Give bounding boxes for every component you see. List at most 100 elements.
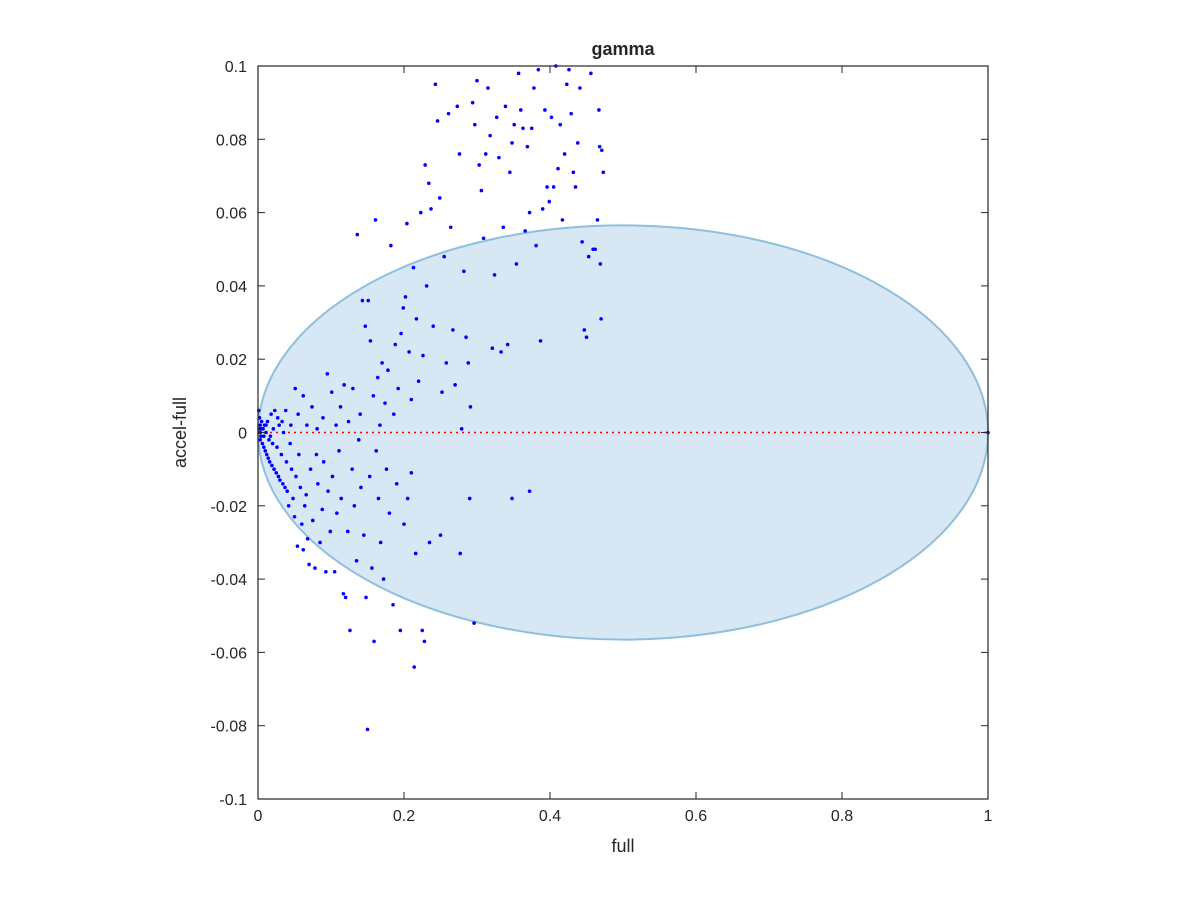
- scatter-point: [337, 449, 341, 453]
- scatter-point: [363, 324, 368, 329]
- scatter-point: [567, 67, 571, 72]
- scatter-point: [294, 474, 298, 479]
- scatter-point: [386, 368, 390, 372]
- scatter-point: [272, 408, 277, 413]
- scatter-point: [492, 273, 497, 277]
- scatter-point: [325, 372, 330, 376]
- x-axis-label: full: [611, 836, 634, 856]
- scatter-point: [479, 188, 484, 193]
- scatter-point: [420, 628, 425, 633]
- scatter-point: [326, 489, 330, 493]
- y-tick-label: 0.06: [216, 206, 247, 223]
- scatter-point: [352, 504, 357, 508]
- scatter-point: [259, 434, 263, 438]
- scatter-point: [321, 460, 326, 464]
- scatter-point: [355, 232, 360, 237]
- scatter-point: [387, 511, 392, 515]
- scatter-point: [359, 485, 363, 490]
- scatter-point: [365, 727, 370, 732]
- scatter-point: [545, 185, 549, 189]
- scatter-point: [305, 536, 310, 541]
- scatter-point: [405, 221, 409, 226]
- scatter-point: [516, 71, 521, 76]
- scatter-point: [295, 544, 300, 548]
- scatter-point: [595, 218, 600, 222]
- scatter-point: [536, 67, 541, 72]
- plot-area: [256, 64, 990, 800]
- scatter-point: [373, 218, 378, 222]
- scatter-point: [529, 126, 534, 131]
- scatter-point: [298, 485, 303, 490]
- scatter-point: [301, 394, 306, 398]
- scatter-point: [414, 317, 419, 321]
- scatter-point: [459, 427, 464, 431]
- y-tick-label: -0.02: [211, 499, 248, 516]
- scatter-point: [571, 170, 576, 175]
- scatter-point: [310, 518, 315, 523]
- scatter-point: [556, 166, 560, 171]
- scatter-point: [264, 430, 268, 435]
- scatter-point: [582, 328, 587, 332]
- scatter-point: [384, 467, 389, 471]
- scatter-point: [398, 628, 403, 633]
- scatter-point: [266, 456, 271, 460]
- x-tick-label: 0.2: [393, 808, 415, 825]
- scatter-point: [354, 558, 359, 563]
- scatter-point: [589, 71, 593, 76]
- scatter-point: [296, 412, 300, 416]
- scatter-point: [597, 144, 602, 149]
- scatter-point: [272, 467, 276, 471]
- scatter-point: [391, 602, 395, 607]
- scatter-point: [305, 423, 309, 427]
- scatter-point: [409, 397, 414, 402]
- scatter-point: [267, 460, 272, 464]
- scatter-point: [564, 82, 569, 87]
- scatter-point: [472, 621, 476, 625]
- scatter-point: [368, 339, 373, 343]
- scatter-point: [440, 390, 444, 394]
- scatter-point: [578, 86, 582, 90]
- scatter-point: [267, 438, 271, 442]
- x-tick-label: 1: [984, 808, 993, 825]
- scatter-point: [399, 331, 403, 336]
- scatter-point: [451, 328, 455, 332]
- scatter-point: [503, 104, 508, 109]
- scatter-point: [370, 566, 374, 570]
- scatter-point: [260, 441, 265, 446]
- scatter-point: [300, 522, 304, 526]
- scatter-point: [372, 639, 376, 644]
- scatter-point: [308, 467, 313, 471]
- scatter-point: [433, 82, 438, 87]
- scatter-point: [364, 595, 368, 600]
- scatter-point: [457, 152, 462, 156]
- scatter-point: [269, 412, 273, 416]
- scatter-point: [275, 416, 280, 420]
- scatter-point: [279, 452, 284, 457]
- scatter-point: [411, 265, 416, 270]
- scatter-point: [258, 423, 262, 427]
- scatter-point: [375, 375, 380, 380]
- scatter-point: [348, 628, 352, 633]
- scatter-point: [505, 342, 510, 347]
- scatter-point: [403, 295, 408, 299]
- scatter-point: [423, 163, 427, 167]
- scatter-point: [281, 430, 286, 435]
- scatter-point: [458, 551, 463, 556]
- scatter-point: [380, 361, 384, 365]
- scatter-point: [302, 504, 307, 508]
- y-tick-label: 0: [238, 426, 247, 443]
- scatter-point: [470, 100, 475, 105]
- scatter-point: [393, 342, 398, 347]
- scatter-point: [329, 390, 334, 394]
- scatter-point: [525, 144, 530, 149]
- scatter-point: [389, 243, 393, 248]
- scatter-point: [270, 441, 275, 446]
- scatter-point: [262, 445, 266, 449]
- scatter-point: [501, 225, 506, 230]
- scatter-point: [293, 386, 298, 391]
- scatter-point: [475, 78, 479, 83]
- chart-title: gamma: [591, 39, 655, 59]
- scatter-point: [265, 419, 270, 424]
- scatter-point: [367, 474, 372, 479]
